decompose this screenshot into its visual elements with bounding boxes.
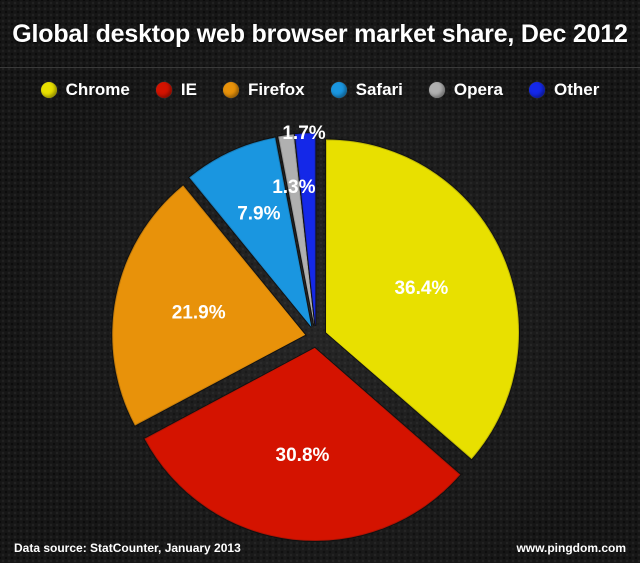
legend-item-opera: Opera — [428, 80, 504, 100]
legend-label-chrome: Chrome — [65, 80, 130, 99]
legend-label-firefox: Firefox — [247, 80, 305, 99]
pie-slice-shade-ie — [144, 347, 461, 541]
pie-slice-shade-safari — [189, 137, 312, 328]
legend-item-firefox: Firefox — [222, 80, 305, 100]
data-label-other: 1.7% — [282, 123, 325, 144]
data-source-note: Data source: StatCounter, January 2013 — [14, 541, 241, 555]
legend-item-other: Other — [529, 80, 599, 100]
legend-swatch-opera — [428, 82, 445, 98]
legend: Chrome IE Firefox Safari Opera Other — [0, 80, 640, 100]
legend-swatch-ie — [155, 82, 172, 98]
pie-slice-shade-other — [294, 133, 316, 327]
legend-item-safari: Safari — [330, 80, 403, 100]
pie-slice-shade-firefox — [112, 185, 306, 426]
legend-swatch-safari — [330, 82, 347, 98]
legend-label-other: Other — [554, 80, 600, 99]
legend-label-safari: Safari — [355, 80, 403, 99]
legend-label-ie: IE — [180, 80, 197, 99]
pie-slice-shade-opera — [278, 134, 315, 327]
legend-item-chrome: Chrome — [40, 80, 130, 100]
legend-swatch-other — [529, 82, 546, 98]
pie-slice-shade-chrome — [326, 139, 520, 460]
data-label-chrome: 36.4% — [394, 278, 448, 299]
legend-swatch-chrome — [40, 82, 57, 98]
legend-label-opera: Opera — [453, 80, 504, 99]
chart-title: Global desktop web browser market share,… — [12, 20, 628, 48]
legend-item-ie: IE — [155, 80, 197, 100]
data-label-safari: 7.9% — [237, 204, 280, 225]
site-url: www.pingdom.com — [516, 541, 626, 555]
data-label-ie: 30.8% — [276, 445, 330, 466]
legend-swatch-firefox — [222, 82, 239, 98]
title-divider — [0, 67, 640, 68]
data-label-firefox: 21.9% — [172, 302, 226, 323]
data-label-opera: 1.3% — [272, 177, 315, 198]
